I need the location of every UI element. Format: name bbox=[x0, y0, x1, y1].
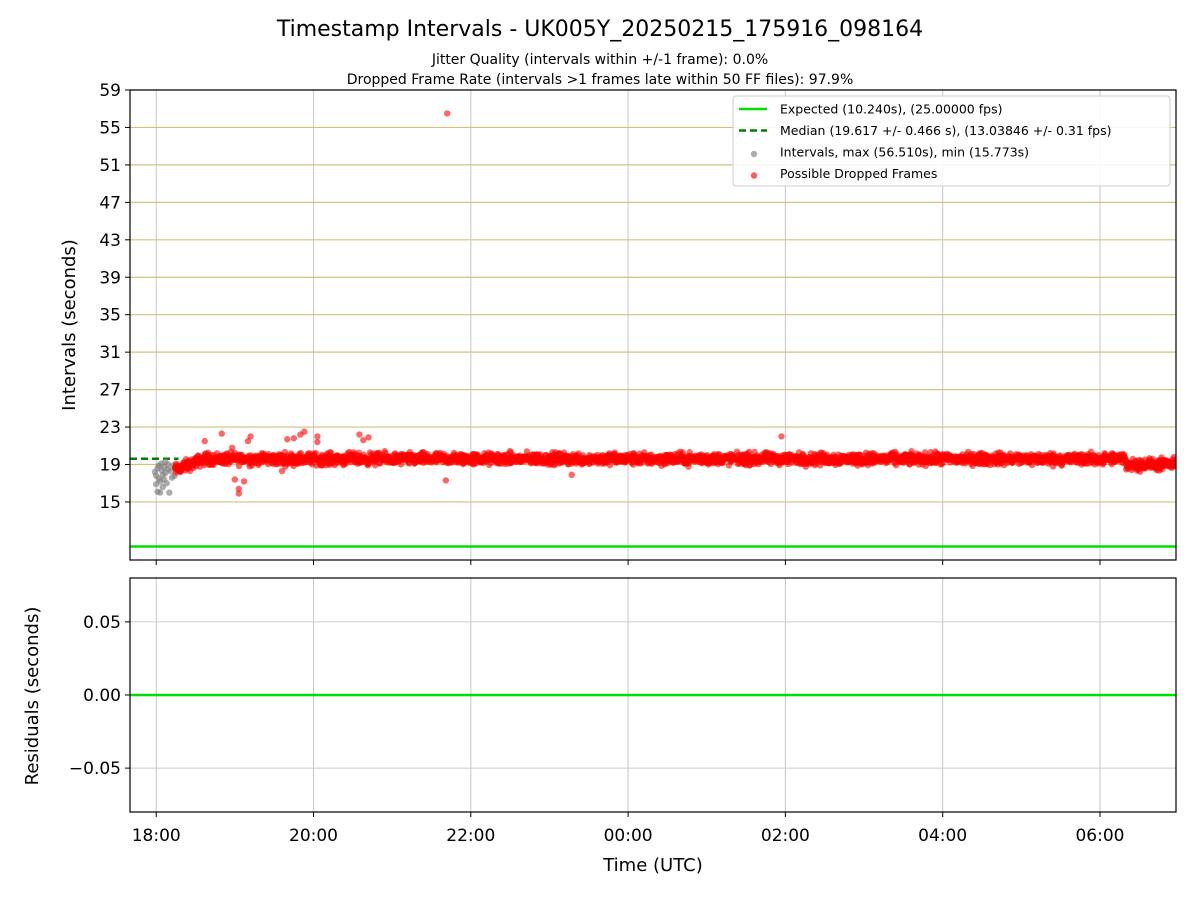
dropped-frame-outlier bbox=[284, 436, 291, 443]
legend-entry-label: Expected (10.240s), (25.00000 fps) bbox=[780, 102, 1002, 117]
dropped-frame-outlier bbox=[314, 433, 321, 440]
dropped-frame-outlier bbox=[244, 437, 252, 445]
intervals-points bbox=[130, 110, 1176, 548]
intervals-y-axis-label: Intervals (seconds) bbox=[59, 239, 80, 411]
y-tick-label-top: 15 bbox=[99, 493, 121, 513]
dropped-frame-outlier bbox=[231, 476, 239, 483]
dropped-frame-outlier bbox=[218, 430, 225, 437]
dropped-frame-outlier bbox=[240, 478, 248, 485]
dropped-frame-point bbox=[1172, 462, 1176, 469]
dropped-frame-outlier bbox=[235, 490, 242, 497]
dropped-frame-outlier bbox=[365, 434, 372, 441]
x-tick-label: 02:00 bbox=[761, 826, 810, 846]
legend-entry-label: Median (19.617 +/- 0.466 s), (13.03846 +… bbox=[780, 123, 1111, 138]
y-tick-label-top: 39 bbox=[99, 268, 121, 288]
x-tick-label: 20:00 bbox=[289, 826, 338, 846]
y-tick-label-bottom: −0.05 bbox=[69, 759, 121, 779]
dropped-frame-point bbox=[312, 449, 319, 457]
interval-point bbox=[164, 461, 172, 468]
x-axis-label: Time (UTC) bbox=[602, 855, 703, 876]
residuals-y-axis-label: Residuals (seconds) bbox=[22, 607, 43, 786]
x-tick-label: 04:00 bbox=[918, 826, 967, 846]
y-tick-label-top: 43 bbox=[99, 231, 121, 251]
x-tick-label: 06:00 bbox=[1075, 826, 1124, 846]
legend-box bbox=[732, 95, 1171, 187]
dropped-frame-outlier bbox=[201, 437, 208, 445]
y-tick-label-top: 23 bbox=[99, 418, 121, 438]
legend: Expected (10.240s), (25.00000 fps) Median… bbox=[732, 95, 1171, 187]
y-tick-label-bottom: 0.05 bbox=[83, 613, 121, 633]
x-tick-label: 22:00 bbox=[446, 826, 495, 846]
y-tick-label-top: 55 bbox=[99, 118, 121, 138]
dropped-frame-outlier bbox=[360, 436, 367, 444]
legend-swatch-marker bbox=[750, 150, 758, 158]
y-tick-label-top: 51 bbox=[99, 156, 121, 176]
dropped-frame-outlier bbox=[778, 433, 785, 440]
dropped-frame-point bbox=[679, 449, 686, 456]
interval-point bbox=[163, 480, 170, 487]
dropped-frame-outlier bbox=[356, 431, 363, 438]
interval-point bbox=[156, 489, 164, 496]
chart-subtitle-dropped: Dropped Frame Rate (intervals >1 frames … bbox=[347, 72, 854, 88]
dropped-frame-outlier bbox=[442, 477, 450, 484]
dropped-frame-outlier bbox=[568, 471, 575, 479]
y-tick-label-top: 47 bbox=[99, 193, 121, 213]
chart-title: Timestamp Intervals - UK005Y_20250215_17… bbox=[276, 17, 923, 42]
legend-swatch-marker bbox=[750, 172, 758, 179]
chart-subtitle-jitter: Jitter Quality (intervals within +/-1 fr… bbox=[431, 52, 768, 68]
dropped-frame-point bbox=[1172, 457, 1176, 464]
dropped-frame-outlier bbox=[301, 428, 308, 435]
dropped-frame-outlier bbox=[235, 485, 242, 493]
interval-point bbox=[167, 467, 174, 475]
legend-entry-label: Possible Dropped Frames bbox=[780, 166, 937, 181]
dropped-frame-outlier bbox=[444, 110, 451, 117]
interval-point bbox=[166, 489, 173, 496]
dropped-frame-outlier bbox=[290, 435, 298, 442]
intervals-plot-frame bbox=[129, 89, 1177, 561]
x-tick-label: 18:00 bbox=[132, 826, 181, 846]
dropped-frame-point bbox=[908, 448, 915, 455]
y-tick-label-top: 31 bbox=[99, 343, 121, 363]
y-tick-label-top: 19 bbox=[99, 456, 121, 476]
residuals-plot: 18:00 20:00 22:00 00:00 02:00 04:00 06:00 0.05 0… bbox=[69, 577, 1177, 846]
y-tick-label-top: 59 bbox=[99, 81, 121, 101]
y-tick-label-bottom: 0.00 bbox=[83, 686, 121, 706]
dropped-frame-outlier bbox=[229, 444, 236, 451]
x-tick-label: 00:00 bbox=[604, 826, 653, 846]
dropped-frame-outlier bbox=[247, 433, 254, 440]
y-tick-label-top: 27 bbox=[99, 381, 121, 401]
residuals-plot-frame bbox=[129, 577, 1177, 813]
dropped-frame-outlier bbox=[278, 467, 286, 475]
y-tick-label-top: 35 bbox=[99, 306, 121, 326]
dropped-frame-outlier bbox=[314, 438, 321, 446]
legend-entry-label: Intervals, max (56.510s), min (15.773s) bbox=[780, 145, 1029, 160]
